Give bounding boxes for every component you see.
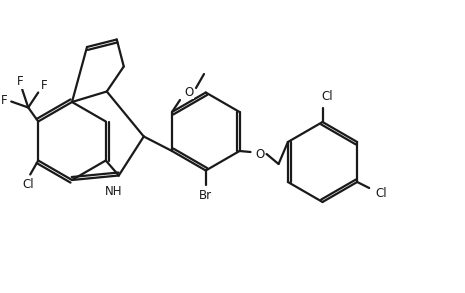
Text: Cl: Cl	[375, 187, 387, 200]
Text: Cl: Cl	[22, 178, 34, 191]
Text: O: O	[255, 147, 264, 161]
Text: O: O	[185, 86, 193, 98]
Text: Cl: Cl	[322, 89, 333, 103]
Text: F: F	[17, 75, 24, 88]
Text: F: F	[41, 79, 47, 92]
Text: Br: Br	[199, 189, 213, 202]
Text: F: F	[1, 94, 7, 107]
Text: NH: NH	[105, 185, 122, 198]
